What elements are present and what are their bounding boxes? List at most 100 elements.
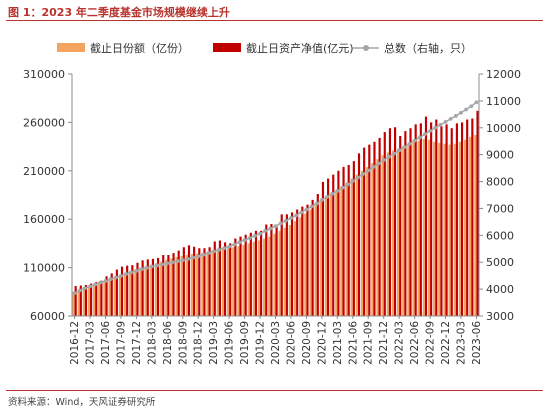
point-count-2018-12	[196, 254, 201, 259]
bar-share-2018-06	[165, 259, 168, 316]
bar-nav-2019-01	[203, 248, 206, 316]
bar-share-2019-10	[247, 243, 250, 316]
point-count-2022-07	[417, 135, 422, 140]
x-tick-label: 2018-09	[177, 321, 189, 365]
bar-share-2018-03	[149, 264, 152, 316]
point-count-2019-12	[258, 231, 262, 236]
point-count-2021-08	[361, 172, 365, 176]
legend-count-label: 总数（右轴，只）	[384, 41, 472, 55]
point-count-2017-09	[119, 274, 123, 278]
bar-nav-2018-03	[151, 258, 155, 316]
bar-share-2020-07	[293, 221, 297, 316]
bar-share-2020-02	[268, 236, 271, 316]
point-count-2017-12	[134, 268, 139, 273]
bar-nav-2018-09	[182, 247, 185, 316]
source-divider	[6, 390, 543, 391]
bar-share-2018-08	[175, 256, 178, 316]
bar-nav-2020-02	[270, 224, 273, 316]
bar-nav-2020-01	[265, 224, 268, 316]
point-count-2017-06	[103, 279, 108, 283]
point-count-2021-12	[381, 158, 386, 162]
point-count-2023-03	[459, 110, 463, 115]
point-count-2019-01	[201, 252, 206, 257]
bar-nav-2017-11	[131, 265, 134, 316]
point-count-2020-04	[278, 221, 283, 226]
x-tick-label: 2017-03	[85, 321, 97, 365]
bar-share-2021-04	[340, 186, 343, 316]
point-count-2017-08	[113, 275, 118, 280]
bar-share-2018-01	[139, 267, 142, 316]
bar-nav-2022-07	[419, 123, 422, 317]
bar-share-2020-11	[314, 205, 317, 316]
bar-share-2016-12	[72, 291, 75, 316]
right-tick-label: 6000	[486, 229, 514, 242]
x-tick-label: 2017-06	[100, 321, 112, 365]
bar-nav-2023-03	[460, 122, 464, 317]
bar-nav-2020-07	[296, 209, 299, 316]
point-count-2018-08	[175, 259, 180, 264]
bar-share-2019-11	[252, 241, 255, 316]
bar-share-2020-09	[304, 213, 307, 316]
right-tick-label: 9000	[486, 149, 514, 162]
bar-share-2020-06	[288, 225, 291, 316]
right-tick-label: 10000	[486, 122, 521, 135]
bar-share-2019-03	[211, 250, 214, 316]
point-count-2017-02	[82, 286, 87, 291]
point-count-2020-08	[299, 210, 304, 215]
bar-nav-2021-01	[327, 178, 330, 316]
bar-share-2021-03	[335, 190, 338, 316]
left-tick-label: 260000	[23, 116, 65, 129]
bar-share-2023-05	[469, 136, 472, 316]
bar-share-2023-02	[453, 143, 456, 316]
right-tick-label: 8000	[486, 176, 514, 189]
point-count-2019-08	[237, 240, 242, 245]
bar-nav-2019-04	[218, 240, 221, 316]
bar-share-2017-08	[113, 277, 116, 316]
bar-share-2017-04	[93, 285, 96, 316]
bar-share-2021-11	[376, 159, 379, 316]
bar-share-2022-05	[407, 144, 410, 316]
bar-nav-2017-07	[110, 273, 113, 316]
x-tick-label: 2019-06	[224, 321, 236, 365]
bar-nav-2021-10	[373, 141, 376, 316]
bar-nav-2018-10	[187, 245, 191, 316]
x-tick-label: 2016-12	[69, 321, 81, 365]
point-count-2021-10	[371, 165, 376, 169]
bar-share-2023-01	[448, 144, 451, 316]
bar-nav-2018-08	[177, 250, 180, 316]
bar-share-2017-10	[123, 272, 127, 316]
bar-nav-2020-08	[301, 206, 304, 316]
point-count-2022-11	[438, 122, 443, 127]
point-count-2023-02	[453, 114, 458, 118]
bar-nav-2020-06	[290, 212, 294, 316]
x-tick-label: 2021-09	[363, 321, 375, 365]
bar-share-2017-02	[82, 289, 85, 316]
bar-nav-2023-06	[476, 110, 479, 316]
point-count-2022-09	[428, 129, 432, 133]
right-tick-label: 7000	[486, 202, 514, 215]
bar-nav-2019-06	[229, 243, 232, 316]
bar-share-2020-05	[283, 227, 286, 316]
bar-share-2021-06	[350, 178, 353, 316]
bar-nav-2019-12	[260, 230, 263, 316]
bar-nav-2022-10	[435, 119, 438, 316]
bar-nav-2022-12	[445, 124, 448, 316]
x-tick-label: 2022-12	[440, 321, 452, 365]
point-count-2019-03	[211, 249, 216, 254]
point-count-2019-02	[206, 251, 211, 255]
bar-share-2017-09	[118, 275, 121, 316]
bar-nav-2019-05	[223, 242, 227, 316]
bar-nav-2020-09	[306, 204, 309, 316]
point-count-2018-11	[191, 255, 195, 260]
bar-nav-2020-12	[321, 181, 325, 316]
legend-share-label: 截止日份额（亿份）	[90, 41, 189, 55]
bar-nav-2022-09	[430, 122, 433, 317]
bar-nav-2018-07	[172, 253, 175, 316]
bar-share-2021-12	[381, 155, 384, 316]
bar-nav-2023-01	[450, 128, 453, 316]
bar-nav-2017-12	[136, 262, 139, 316]
point-count-2020-12	[319, 197, 324, 202]
point-count-2018-07	[170, 260, 175, 265]
left-tick-label: 110000	[23, 262, 65, 275]
legend-nav-label: 截止日资产净值(亿元)	[246, 41, 354, 55]
